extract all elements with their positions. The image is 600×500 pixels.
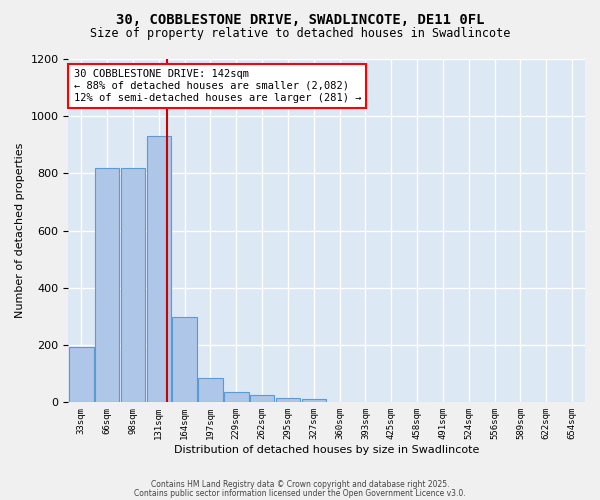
Bar [69, 346, 94, 403]
Bar [95, 168, 119, 402]
Bar [250, 395, 274, 402]
X-axis label: Distribution of detached houses by size in Swadlincote: Distribution of detached houses by size … [174, 445, 479, 455]
Bar [275, 398, 300, 402]
Bar [146, 136, 171, 402]
Text: 30, COBBLESTONE DRIVE, SWADLINCOTE, DE11 0FL: 30, COBBLESTONE DRIVE, SWADLINCOTE, DE11… [116, 12, 484, 26]
Bar [172, 316, 197, 402]
Bar [302, 400, 326, 402]
Bar [121, 168, 145, 402]
Y-axis label: Number of detached properties: Number of detached properties [15, 143, 25, 318]
Text: Contains public sector information licensed under the Open Government Licence v3: Contains public sector information licen… [134, 489, 466, 498]
Bar [224, 392, 248, 402]
Text: 30 COBBLESTONE DRIVE: 142sqm
← 88% of detached houses are smaller (2,082)
12% of: 30 COBBLESTONE DRIVE: 142sqm ← 88% of de… [74, 70, 361, 102]
Text: Contains HM Land Registry data © Crown copyright and database right 2025.: Contains HM Land Registry data © Crown c… [151, 480, 449, 489]
Text: Size of property relative to detached houses in Swadlincote: Size of property relative to detached ho… [90, 28, 510, 40]
Bar [198, 378, 223, 402]
